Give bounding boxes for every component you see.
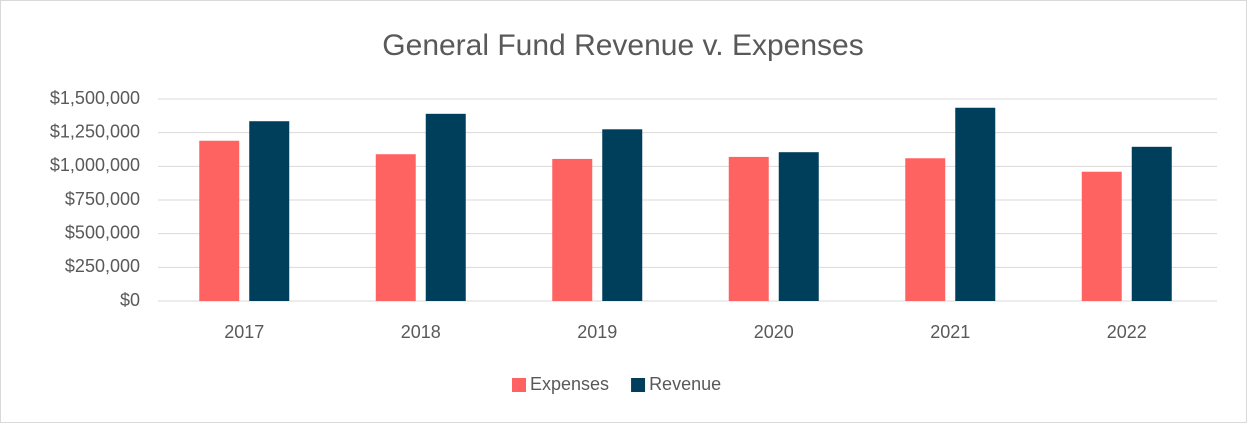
bar: [249, 121, 290, 301]
legend-label: Revenue: [649, 374, 721, 394]
y-tick-label: $500,000: [65, 222, 140, 242]
y-tick-label: $750,000: [65, 189, 140, 209]
x-tick-label: 2021: [930, 322, 970, 342]
bar: [905, 158, 946, 301]
bar: [728, 156, 769, 301]
bar: [602, 129, 643, 301]
bar: [425, 113, 466, 302]
bar: [955, 107, 996, 302]
legend-swatch: [631, 378, 646, 392]
y-tick-label: $0: [120, 290, 140, 310]
bar: [1081, 171, 1122, 301]
y-tick-label: $1,250,000: [50, 121, 140, 141]
bar: [1131, 146, 1172, 301]
x-tick-label: 2017: [224, 322, 264, 342]
bar: [778, 152, 819, 301]
chart-title: General Fund Revenue v. Expenses: [382, 29, 863, 62]
legend-label: Expenses: [530, 374, 609, 394]
bar: [552, 158, 593, 301]
y-tick-label: $1,000,000: [50, 155, 140, 175]
x-tick-label: 2018: [401, 322, 441, 342]
bar: [199, 140, 240, 301]
x-tick-label: 2019: [577, 322, 617, 342]
y-tick-label: $250,000: [65, 256, 140, 276]
x-tick-label: 2020: [754, 322, 794, 342]
x-tick-label: 2022: [1107, 322, 1147, 342]
y-tick-label: $1,500,000: [50, 88, 140, 108]
legend-swatch: [512, 378, 526, 392]
bar: [375, 154, 416, 301]
